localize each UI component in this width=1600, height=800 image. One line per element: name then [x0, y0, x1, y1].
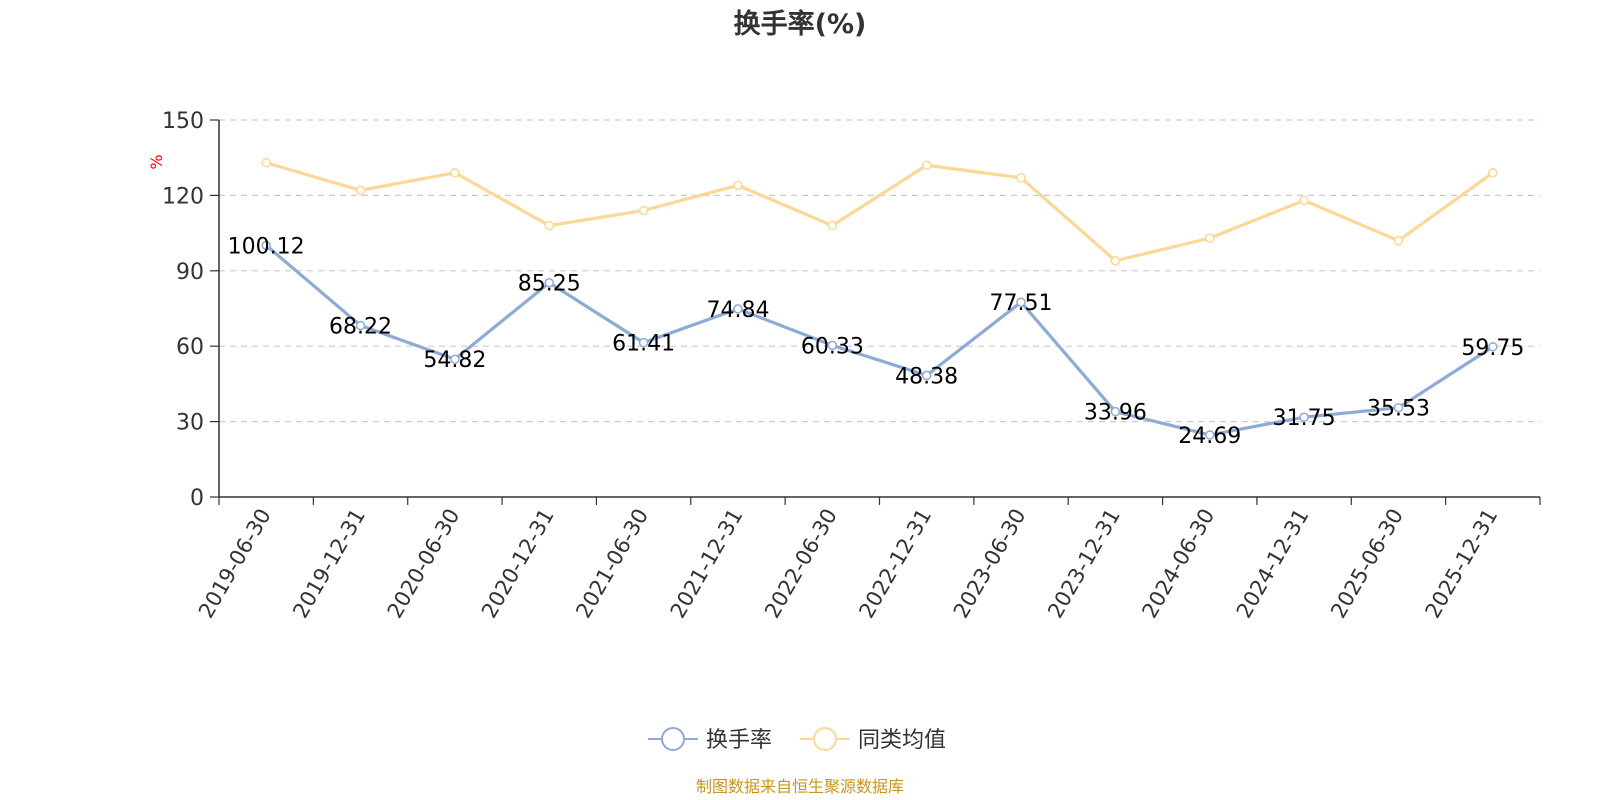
data-point[interactable] — [1016, 173, 1026, 183]
data-point[interactable] — [450, 168, 460, 178]
data-label: 31.75 — [1273, 406, 1336, 431]
data-label: 59.75 — [1461, 336, 1524, 361]
x-tick-label: 2023-12-31 — [1043, 505, 1125, 623]
data-point[interactable] — [638, 337, 649, 348]
y-tick-label: 150 — [162, 109, 204, 134]
x-tick-label: 2025-06-30 — [1326, 505, 1408, 623]
legend-label: 同类均值 — [858, 728, 946, 753]
x-tick-label: 2019-12-31 — [288, 505, 370, 623]
data-point[interactable] — [261, 157, 271, 168]
x-tick-label: 2020-06-30 — [383, 504, 465, 622]
legend-item-1[interactable]: 同类均值 — [800, 727, 946, 753]
y-tick-label: 0 — [190, 486, 204, 511]
data-point[interactable] — [450, 354, 460, 364]
y-axis-label: % — [147, 154, 166, 169]
x-tick-label: 2020-12-31 — [477, 505, 559, 623]
legend-marker — [813, 727, 837, 751]
axes: 0 30 60 90 120 150 2019-06-30 2019-12-31 2020-06… — [162, 109, 1541, 623]
data-point[interactable] — [1110, 406, 1121, 417]
data-point[interactable] — [544, 220, 554, 231]
y-tick-label: 120 — [162, 184, 204, 209]
data-point[interactable] — [638, 205, 649, 216]
data-point[interactable] — [1110, 255, 1121, 266]
data-point[interactable] — [355, 320, 366, 331]
data-point[interactable] — [544, 277, 554, 288]
data-point[interactable] — [827, 340, 838, 351]
y-tick-label: 30 — [176, 411, 204, 436]
grid-lines — [219, 119, 1540, 423]
data-label: 60.33 — [801, 334, 864, 359]
series-line-1 — [265, 161, 1494, 263]
data-label: 61.41 — [612, 332, 675, 357]
series-layer — [261, 157, 1498, 440]
data-label: 68.22 — [329, 315, 392, 340]
data-point[interactable] — [1205, 233, 1215, 243]
x-tick-label: 2024-12-31 — [1232, 505, 1314, 623]
data-label: 54.82 — [423, 348, 486, 373]
x-tick-label: 2021-12-31 — [666, 505, 748, 623]
data-label: 74.84 — [706, 298, 769, 323]
legend-marker — [661, 727, 685, 751]
data-label: 100.12 — [228, 234, 305, 259]
data-label: 24.69 — [1178, 424, 1241, 449]
x-tick-label: 2022-06-30 — [760, 505, 842, 623]
x-tick-label: 2025-12-31 — [1421, 505, 1503, 623]
data-point[interactable] — [921, 160, 932, 170]
legend[interactable]: 换手率 同类均值 — [648, 727, 946, 753]
y-tick-label: 90 — [176, 260, 204, 285]
x-tick-label: 2023-06-30 — [949, 504, 1031, 622]
data-point[interactable] — [261, 240, 271, 251]
data-point[interactable] — [1393, 235, 1404, 246]
data-point[interactable] — [1393, 402, 1404, 413]
series-line-0 — [265, 244, 1494, 437]
x-tick-label: 2024-06-30 — [1137, 505, 1219, 623]
data-label: 77.51 — [990, 291, 1053, 316]
data-label: 85.25 — [518, 272, 581, 297]
data-point[interactable] — [1016, 297, 1026, 307]
data-point[interactable] — [355, 185, 366, 196]
x-tick-label: 2021-06-30 — [571, 505, 653, 623]
x-tick-label: 2022-12-31 — [854, 505, 936, 623]
chart-title: 换手率(%) — [734, 8, 867, 40]
data-point[interactable] — [1205, 430, 1215, 440]
data-point[interactable] — [1488, 342, 1498, 352]
data-label: 48.38 — [895, 364, 958, 389]
data-point[interactable] — [921, 370, 932, 381]
y-tick-label: 60 — [176, 335, 204, 360]
legend-item-0[interactable]: 换手率 — [648, 727, 772, 753]
data-labels: 100.12 68.22 54.82 85.25 61.41 74.84 60.33 48.3… — [228, 234, 1525, 449]
data-label: 33.96 — [1084, 401, 1147, 426]
data-point[interactable] — [827, 220, 838, 231]
data-point[interactable] — [733, 304, 743, 314]
legend-label: 换手率 — [706, 728, 772, 753]
x-tick-label: 2019-06-30 — [194, 505, 276, 623]
source-note: 制图数据来自恒生聚源数据库 — [696, 777, 904, 796]
data-label: 35.53 — [1367, 397, 1430, 422]
data-point[interactable] — [1488, 168, 1498, 178]
data-point[interactable] — [733, 180, 743, 191]
data-point[interactable] — [1299, 195, 1309, 206]
data-point[interactable] — [1299, 412, 1309, 422]
